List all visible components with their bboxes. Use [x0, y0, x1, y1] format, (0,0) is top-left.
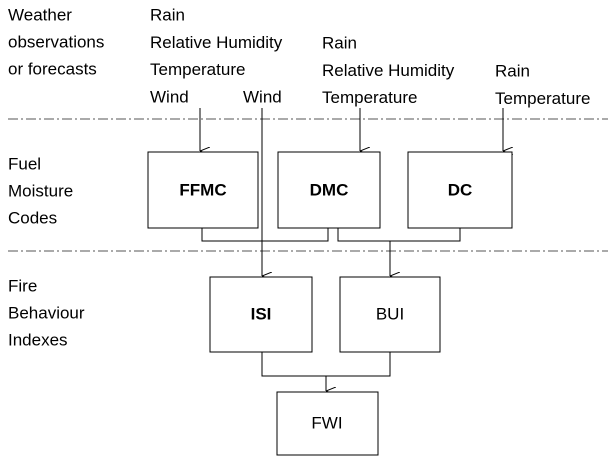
box-label: DC — [448, 180, 473, 199]
input-label: Relative Humidity — [322, 61, 455, 80]
row-label: Codes — [8, 208, 57, 227]
input-label: Rain — [322, 33, 357, 52]
row-label: Fire — [8, 276, 37, 295]
row-label: Fuel — [8, 154, 41, 173]
box — [276, 391, 379, 456]
row-label: observations — [8, 32, 104, 51]
connector — [261, 352, 391, 377]
input-label: Rain — [150, 5, 185, 24]
box — [277, 151, 381, 229]
input-label: Temperature — [322, 88, 417, 107]
box — [407, 151, 513, 229]
box-label: ISI — [251, 304, 272, 323]
row-label: Weather — [8, 5, 72, 24]
row-label: Behaviour — [8, 303, 85, 322]
input-label: Relative Humidity — [150, 33, 283, 52]
input-label: Rain — [495, 61, 530, 80]
row-label: or forecasts — [8, 59, 97, 78]
box-label: FFMC — [179, 180, 226, 199]
connector — [201, 228, 329, 242]
connector — [337, 228, 461, 242]
input-label: Temperature — [495, 89, 590, 108]
input-label: Temperature — [150, 60, 245, 79]
row-label: Indexes — [8, 330, 68, 349]
row-label: Moisture — [8, 181, 73, 200]
input-label: Wind — [243, 87, 282, 106]
box-label: BUI — [376, 304, 404, 323]
box — [209, 276, 313, 353]
box — [339, 276, 441, 353]
box-label: FWI — [311, 413, 342, 432]
box — [147, 151, 259, 229]
box-label: DMC — [310, 180, 349, 199]
input-label: Wind — [150, 87, 189, 106]
